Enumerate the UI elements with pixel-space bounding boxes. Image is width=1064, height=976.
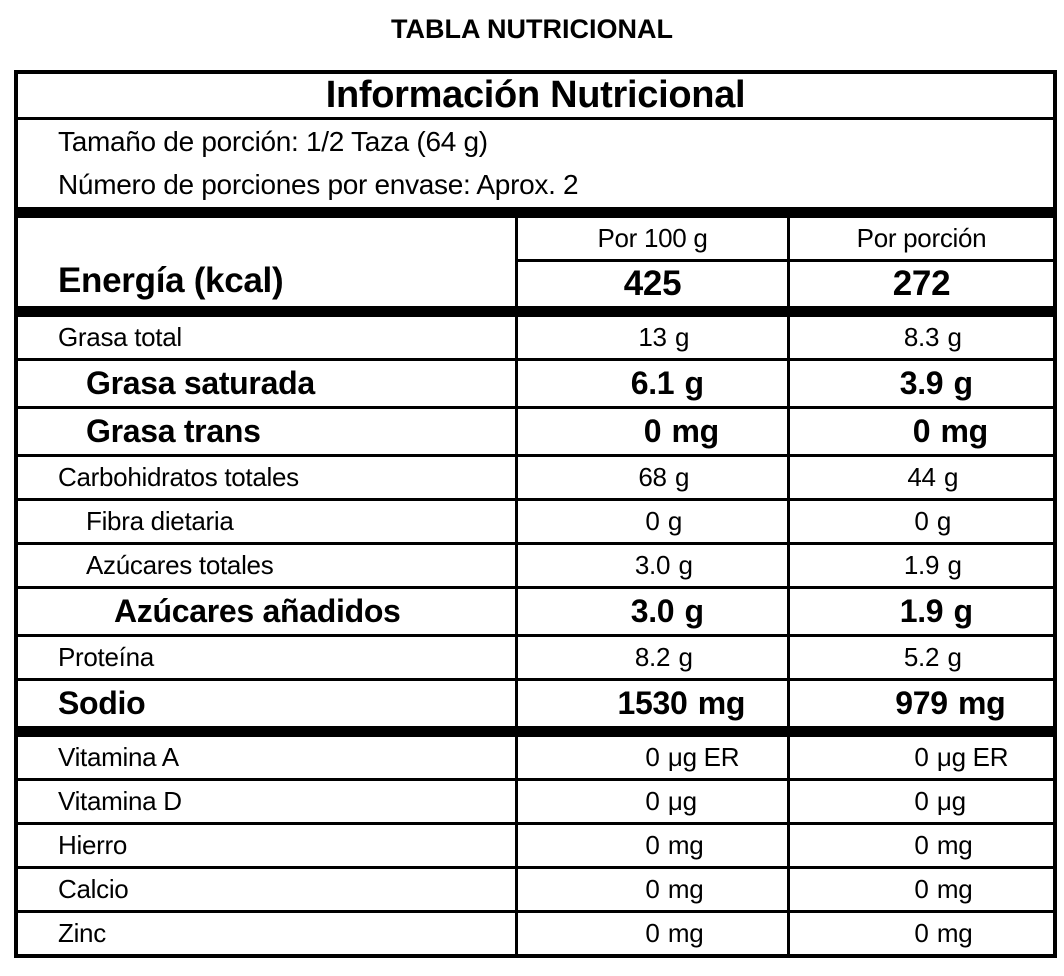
table-row-vitamina-a: Vitamina A 0 μg ER 0 μg ER	[18, 737, 1053, 778]
value-per-serving: 0 mg	[787, 825, 1053, 866]
value-per-serving: 1.9 g	[787, 545, 1053, 586]
value-per-serving: 0 μg ER	[787, 737, 1053, 778]
table-row-grasa-trans: Grasa trans 0 mg 0 mg	[18, 406, 1053, 454]
table-row-hierro: Hierro 0 mg 0 mg	[18, 822, 1053, 866]
value-per-serving: 0 mg	[787, 869, 1053, 910]
value-per-100g: 3.0 g	[515, 545, 787, 586]
table-row-sodio: Sodio 1530 mg 979 mg	[18, 678, 1053, 726]
nutrient-label: Carbohidratos totales	[58, 462, 299, 492]
servings-per-container-text: Número de porciones por envase: Aprox. 2	[58, 169, 579, 201]
nutrient-label: Grasa trans	[86, 413, 261, 449]
nutrient-label: Grasa saturada	[86, 365, 315, 401]
value-per-100g: 0 mg	[515, 913, 787, 954]
value-per-100g: 68 g	[515, 457, 787, 498]
value-per-serving: 5.2 g	[787, 637, 1053, 678]
value-per-serving: 1.9 g	[787, 589, 1053, 634]
energy-value-per-100g: 425	[515, 262, 787, 306]
value-per-100g: 1530 mg	[515, 681, 787, 726]
table-row-calcio: Calcio 0 mg 0 mg	[18, 866, 1053, 910]
value-per-100g: 0 mg	[515, 869, 787, 910]
value-per-serving: 0 mg	[787, 913, 1053, 954]
page-title: TABLA NUTRICIONAL	[391, 14, 673, 44]
thick-divider-band	[18, 207, 1053, 218]
nutrition-table: Información Nutricional Tamaño de porció…	[14, 70, 1057, 958]
table-row-azucares-totales: Azúcares totales 3.0 g 1.9 g	[18, 542, 1053, 586]
nutrient-label: Grasa total	[58, 322, 182, 352]
serving-info-section: Tamaño de porción: 1/2 Taza (64 g) Númer…	[18, 120, 1053, 207]
table-row-carbohidratos: Carbohidratos totales 68 g 44 g	[18, 454, 1053, 498]
value-per-serving: 8.3 g	[787, 317, 1053, 358]
value-per-100g: 13 g	[515, 317, 787, 358]
value-per-100g: 3.0 g	[515, 589, 787, 634]
nutrient-label: Fibra dietaria	[86, 506, 234, 536]
nutrient-label: Calcio	[58, 874, 129, 904]
nutrient-label: Sodio	[58, 685, 146, 721]
nutrient-label: Zinc	[58, 918, 106, 948]
value-per-100g: 8.2 g	[515, 637, 787, 678]
thick-divider-band	[18, 726, 1053, 737]
value-per-serving: 0 mg	[787, 409, 1053, 454]
nutrient-label: Vitamina D	[58, 786, 182, 816]
value-per-serving: 979 mg	[787, 681, 1053, 726]
table-row-grasa-saturada: Grasa saturada 6.1 g 3.9 g	[18, 358, 1053, 406]
energy-section: Energía (kcal) Por 100 g Por porción 425…	[18, 218, 1053, 306]
column-header-per-100g: Por 100 g	[515, 218, 787, 262]
value-per-100g: 0 mg	[515, 409, 787, 454]
value-per-100g: 0 μg	[515, 781, 787, 822]
value-per-serving: 3.9 g	[787, 361, 1053, 406]
column-header-per-serving: Por porción	[787, 218, 1053, 262]
value-per-serving: 0 μg	[787, 781, 1053, 822]
table-row-vitamina-d: Vitamina D 0 μg 0 μg	[18, 778, 1053, 822]
energy-label: Energía (kcal)	[58, 261, 284, 300]
micronutrients-section: Vitamina A 0 μg ER 0 μg ER Vitamina D 0 μg …	[18, 737, 1053, 954]
table-row-zinc: Zinc 0 mg 0 mg	[18, 910, 1053, 954]
value-per-serving: 44 g	[787, 457, 1053, 498]
table-row-azucares-anadidos: Azúcares añadidos 3.0 g 1.9 g	[18, 586, 1053, 634]
energy-value-per-serving: 272	[787, 262, 1053, 306]
value-per-100g: 0 mg	[515, 825, 787, 866]
nutrient-label: Azúcares añadidos	[114, 593, 401, 629]
value-per-100g: 0 μg ER	[515, 737, 787, 778]
table-row-proteina: Proteína 8.2 g 5.2 g	[18, 634, 1053, 678]
nutrient-label: Hierro	[58, 830, 127, 860]
macronutrients-section: Grasa total 13 g 8.3 g Grasa saturada 6.1 g…	[18, 317, 1053, 726]
nutrient-label: Azúcares totales	[86, 550, 274, 580]
table-title: Información Nutricional	[18, 74, 1053, 120]
serving-size-text: Tamaño de porción: 1/2 Taza (64 g)	[58, 125, 488, 157]
table-row-grasa-total: Grasa total 13 g 8.3 g	[18, 317, 1053, 358]
thick-divider-band	[18, 306, 1053, 317]
nutrient-label: Proteína	[58, 642, 154, 672]
nutrient-label: Vitamina A	[58, 742, 179, 772]
value-per-100g: 6.1 g	[515, 361, 787, 406]
